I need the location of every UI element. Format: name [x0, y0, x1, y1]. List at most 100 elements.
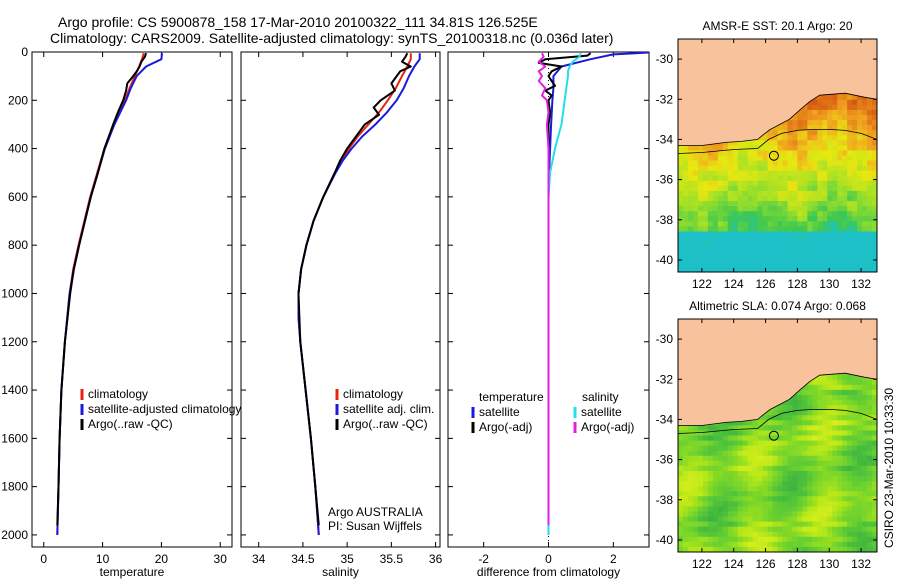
map-cell — [757, 521, 764, 528]
map-cell — [747, 516, 754, 523]
map-cell — [717, 190, 724, 197]
map-cell — [802, 206, 808, 212]
map-cell — [802, 486, 808, 492]
map-cell — [837, 425, 843, 432]
map-cell — [742, 196, 749, 202]
map-cell — [807, 465, 813, 472]
map-cell — [867, 384, 873, 391]
map-cell — [807, 196, 813, 202]
map-cell — [787, 415, 794, 421]
map-cell — [872, 201, 877, 207]
map-cell — [722, 231, 729, 238]
map-cell — [807, 384, 813, 391]
map-cell — [742, 465, 749, 472]
map-cell — [792, 415, 798, 421]
map-cell — [712, 211, 719, 217]
map-cell — [787, 470, 794, 477]
map-cell — [707, 170, 714, 177]
map-cell — [807, 516, 813, 523]
map-cell — [837, 521, 843, 528]
map-cell — [762, 430, 769, 437]
map-cell — [847, 221, 853, 228]
map-cell — [697, 216, 704, 222]
map-cell — [862, 246, 868, 253]
map-cell — [822, 216, 828, 222]
map-cell — [732, 455, 739, 462]
map-cell — [872, 450, 877, 457]
map-cell — [772, 231, 779, 238]
map-cell — [777, 236, 784, 243]
map-cell — [692, 476, 699, 482]
map-cell — [712, 541, 719, 548]
map-cell — [747, 536, 754, 543]
map-cell — [822, 546, 828, 552]
map-cell — [717, 526, 724, 533]
map-cell — [842, 405, 848, 411]
map-cell — [812, 400, 818, 406]
map-cell — [862, 175, 868, 182]
map-cell — [822, 476, 828, 482]
map-cell — [742, 476, 749, 482]
map-cell — [852, 104, 858, 111]
map-cell — [802, 251, 808, 258]
map-cell — [837, 261, 843, 268]
map-cell — [822, 465, 828, 472]
map-cell — [772, 541, 779, 548]
map-cell — [842, 201, 848, 207]
map-cell — [847, 536, 853, 543]
map-cell — [752, 231, 759, 238]
map-cell — [827, 206, 833, 212]
map-cell — [767, 216, 774, 222]
map-cell — [847, 430, 853, 437]
map-cell — [687, 261, 694, 268]
map-cell — [862, 120, 868, 126]
map-cell — [862, 109, 868, 116]
map-cell — [707, 221, 714, 228]
map-cell — [802, 130, 808, 136]
map-cell — [702, 261, 709, 268]
map-cell — [687, 226, 694, 233]
map-cell — [777, 450, 784, 457]
map-cell — [827, 546, 833, 552]
map-cell — [702, 511, 709, 518]
map-cell — [757, 445, 764, 452]
map-cell — [782, 201, 789, 207]
map-cell — [812, 109, 818, 116]
map-cell — [742, 511, 749, 518]
map-cell — [702, 470, 709, 477]
map-cell — [822, 94, 828, 101]
map-cell — [702, 256, 709, 263]
map-cell — [857, 206, 863, 212]
map-cell — [797, 491, 803, 497]
map-cell — [847, 251, 853, 258]
map-cell — [757, 450, 764, 457]
map-cell — [807, 246, 813, 253]
map-cell — [807, 206, 813, 212]
map-cell — [857, 501, 863, 508]
map-cell — [727, 506, 734, 513]
map-cell — [857, 374, 863, 381]
map-cell — [817, 94, 823, 101]
map-cell — [847, 120, 853, 126]
map-cell — [717, 145, 724, 152]
map-cell — [817, 425, 823, 432]
map-cell — [757, 501, 764, 508]
map-cell — [697, 226, 704, 233]
map-cell — [722, 486, 729, 492]
map-cell — [762, 425, 769, 432]
map-cell — [857, 506, 863, 513]
map-cell — [812, 241, 818, 248]
map-cell — [867, 109, 873, 116]
map-cell — [702, 521, 709, 528]
map-cell — [777, 266, 784, 272]
map-cell — [697, 150, 704, 157]
map-cell — [862, 180, 868, 187]
map-cell — [752, 521, 759, 528]
map-cell — [807, 405, 813, 411]
map-cell — [767, 415, 774, 421]
map-cell — [832, 160, 838, 167]
map-cell — [837, 405, 843, 411]
map-cell — [857, 481, 863, 487]
map-cell — [872, 190, 877, 197]
map-cell — [687, 481, 694, 487]
